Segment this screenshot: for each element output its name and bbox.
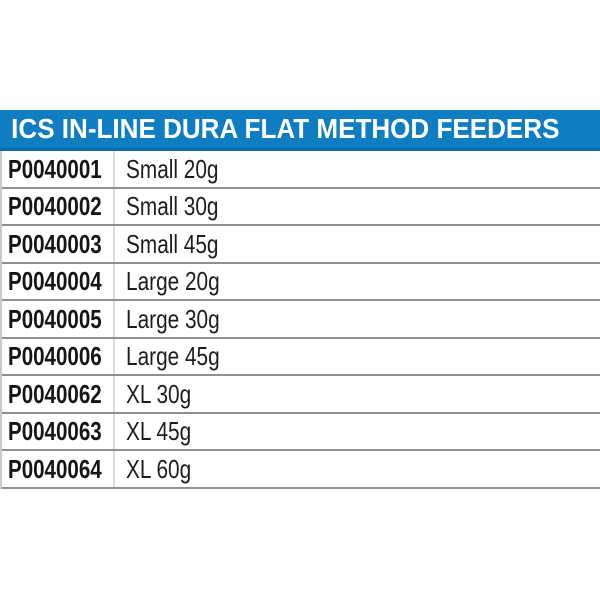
category-header: ICS IN-LINE DURA FLAT METHOD FEEDERS <box>0 110 600 151</box>
table-row: P0040002 Small 30g <box>2 188 600 226</box>
product-code: P0040064 <box>8 453 102 484</box>
product-code: P0040004 <box>8 266 102 297</box>
product-code: P0040005 <box>8 303 102 334</box>
product-code: P0040003 <box>8 228 102 259</box>
product-size: Small 45g <box>126 228 219 259</box>
product-size-cell: Small 45g <box>115 226 242 262</box>
product-code: P0040002 <box>8 191 102 222</box>
product-size-cell: XL 60g <box>115 451 207 487</box>
product-size: Large 45g <box>126 341 220 372</box>
product-code-cell: P0040064 <box>2 451 115 487</box>
product-size: XL 45g <box>126 416 192 447</box>
product-size: Small 30g <box>126 191 219 222</box>
product-size-cell: XL 30g <box>115 376 207 412</box>
product-size: XL 30g <box>126 378 192 409</box>
product-code-cell: P0040063 <box>2 413 115 449</box>
product-size-cell: XL 45g <box>115 414 207 450</box>
table-row: P0040063 XL 45g <box>2 413 600 451</box>
product-size: XL 60g <box>126 453 192 484</box>
product-code-cell: P0040003 <box>2 226 115 262</box>
product-code-cell: P0040001 <box>2 151 115 187</box>
product-size: Small 20g <box>126 153 219 184</box>
table-row: P0040004 Large 20g <box>2 263 600 301</box>
table-row: P0040001 Small 20g <box>2 151 600 189</box>
product-code-cell: P0040004 <box>2 263 115 299</box>
table-row: P0040006 Large 45g <box>2 338 600 376</box>
table-row: P0040003 Small 45g <box>2 226 600 264</box>
product-code: P0040006 <box>8 341 102 372</box>
product-code-cell: P0040002 <box>2 188 115 224</box>
product-code-cell: P0040062 <box>2 376 115 412</box>
category-header-title: ICS IN-LINE DURA FLAT METHOD FEEDERS <box>11 113 560 144</box>
product-size-cell: Small 20g <box>115 151 242 187</box>
product-code: P0040063 <box>8 416 102 447</box>
product-size: Large 20g <box>126 266 220 297</box>
table-row: P0040005 Large 30g <box>2 301 600 339</box>
product-code: P0040001 <box>8 153 102 184</box>
product-table: P0040001 Small 20g P0040002 Small 30g P0… <box>0 151 600 489</box>
product-size: Large 30g <box>126 303 220 334</box>
product-code: P0040062 <box>8 378 102 409</box>
product-size-cell: Large 45g <box>115 339 243 375</box>
product-code-cell: P0040005 <box>2 301 115 337</box>
product-code-cell: P0040006 <box>2 338 115 374</box>
product-size-cell: Small 30g <box>115 189 242 225</box>
product-size-cell: Large 20g <box>115 264 243 300</box>
product-size-cell: Large 30g <box>115 301 243 337</box>
table-row: P0040062 XL 30g <box>2 376 600 414</box>
table-row: P0040064 XL 60g <box>2 451 600 489</box>
